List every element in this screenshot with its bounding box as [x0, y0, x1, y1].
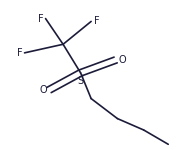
Text: F: F — [38, 14, 44, 24]
Text: F: F — [94, 16, 99, 26]
Text: O: O — [118, 55, 126, 65]
Text: F: F — [17, 48, 23, 58]
Text: O: O — [40, 85, 47, 95]
Text: S: S — [77, 76, 84, 86]
